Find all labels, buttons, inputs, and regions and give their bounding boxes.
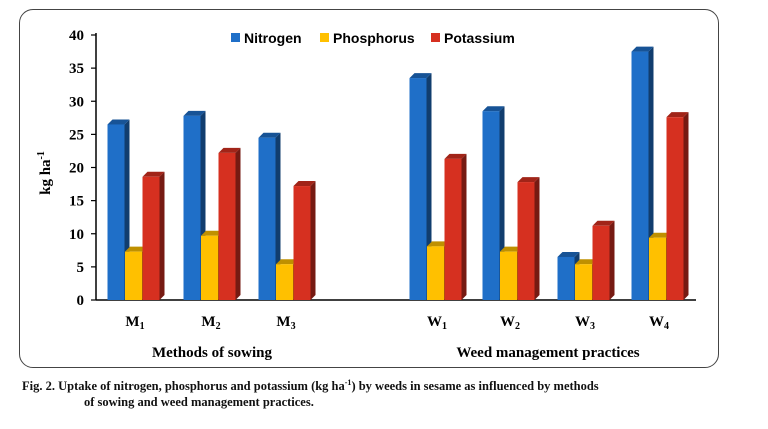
y-axis-label-text: kg ha: [38, 159, 54, 195]
bar-nitrogen: [482, 111, 500, 300]
x-tick-label: W1: [427, 314, 447, 332]
bar-nitrogen: [557, 256, 575, 300]
x-tick-label: M2: [201, 314, 220, 332]
bar-top-nitrogen: [557, 251, 580, 257]
y-tick-label: 15: [69, 194, 84, 210]
bar-top-potassium: [293, 181, 316, 187]
legend-label-potassium: Potassium: [444, 30, 515, 46]
x-tick-label-subscript: 2: [216, 321, 221, 332]
y-tick-label: 0: [77, 293, 85, 309]
bar-top-potassium: [218, 147, 241, 153]
x-tick-label-subscript: 4: [664, 321, 669, 332]
bar-top-phosphorus: [575, 259, 597, 265]
bar-side-potassium: [683, 112, 689, 301]
bar-nitrogen: [409, 78, 427, 300]
bar-potassium: [666, 117, 684, 301]
bar-side-nitrogen: [275, 132, 281, 300]
x-group-label: Weed management practices: [456, 345, 639, 361]
bar-top-phosphorus: [649, 232, 671, 238]
bar-side-potassium: [534, 177, 540, 300]
bar-side-potassium: [461, 153, 467, 300]
bar-potassium: [444, 158, 462, 300]
x-tick-label-base: W: [649, 314, 664, 330]
y-tick-label: 20: [69, 161, 84, 177]
bar-top-phosphorus: [427, 241, 449, 247]
x-group-label: Methods of sowing: [152, 345, 273, 361]
bar-top-nitrogen: [409, 73, 432, 79]
bar-top-nitrogen: [183, 110, 206, 116]
bar-phosphorus: [575, 264, 592, 300]
y-axis-label-superscript: -1: [36, 151, 47, 159]
bar-potassium: [293, 186, 311, 300]
bar-top-phosphorus: [125, 246, 147, 252]
bar-top-potassium: [517, 177, 540, 183]
bar-phosphorus: [649, 237, 666, 300]
y-tick-label: 5: [77, 260, 85, 276]
caption-unit-superscript: -1: [344, 378, 352, 387]
y-tick-label: 25: [69, 127, 84, 143]
figure-caption: Fig. 2. Uptake of nitrogen, phosphorus a…: [22, 375, 752, 410]
bar-top-potassium: [444, 153, 467, 159]
bar-side-potassium: [159, 171, 165, 300]
x-tick-label: M1: [125, 314, 144, 332]
x-tick-label: M3: [276, 314, 295, 332]
bar-side-potassium: [310, 181, 316, 300]
x-tick-label-subscript: 3: [291, 321, 296, 332]
bar-top-potassium: [666, 112, 689, 118]
bar-top-nitrogen: [482, 106, 505, 112]
bar-top-phosphorus: [201, 230, 223, 236]
bar-phosphorus: [427, 246, 444, 300]
y-tick-label: 35: [69, 61, 84, 77]
y-tick-label: 30: [69, 94, 84, 110]
bar-top-nitrogen: [107, 119, 130, 125]
bar-side-potassium: [235, 147, 241, 300]
bar-side-potassium: [609, 220, 615, 300]
legend-label-nitrogen: Nitrogen: [244, 30, 302, 46]
bar-top-phosphorus: [276, 259, 298, 265]
bar-top-nitrogen: [631, 46, 654, 52]
bar-phosphorus: [276, 264, 293, 300]
bar-phosphorus: [125, 251, 142, 300]
x-tick-label-subscript: 1: [442, 321, 447, 332]
bar-top-phosphorus: [500, 246, 522, 252]
legend-label-phosphorus: Phosphorus: [333, 30, 415, 46]
bar-top-nitrogen: [258, 132, 281, 138]
bar-potassium: [142, 176, 160, 300]
x-tick-label-base: W: [427, 314, 442, 330]
bar-nitrogen: [107, 124, 125, 300]
bar-nitrogen: [183, 115, 201, 300]
x-tick-label-subscript: 3: [590, 321, 595, 332]
bar-phosphorus: [201, 235, 218, 300]
y-axis-label: kg ha-1: [36, 151, 54, 195]
caption-line2: of sowing and weed management practices.: [84, 395, 314, 410]
bar-top-potassium: [592, 220, 615, 226]
x-tick-label-base: M: [125, 314, 139, 330]
x-tick-label: W2: [500, 314, 520, 332]
x-tick-label: W4: [649, 314, 669, 332]
legend-swatch-nitrogen: [231, 33, 240, 42]
bar-top-potassium: [142, 171, 165, 177]
y-tick-label: 40: [69, 28, 84, 44]
bar-potassium: [592, 225, 610, 300]
x-tick-label-base: M: [201, 314, 215, 330]
x-tick-label-base: W: [575, 314, 590, 330]
bar-nitrogen: [631, 51, 649, 300]
bar-nitrogen: [258, 137, 276, 300]
y-tick-label: 10: [69, 227, 84, 243]
bar-phosphorus: [500, 251, 517, 300]
x-tick-label-base: W: [500, 314, 515, 330]
bar-potassium: [218, 152, 236, 300]
x-tick-label-base: M: [276, 314, 290, 330]
legend-swatch-phosphorus: [320, 33, 329, 42]
bar-potassium: [517, 182, 535, 300]
x-tick-label-subscript: 1: [140, 321, 145, 332]
x-tick-label-subscript: 2: [515, 321, 520, 332]
chart-frame: [19, 9, 719, 368]
legend-swatch-potassium: [431, 33, 440, 42]
caption-line1-end: ) by weeds in sesame as influenced by me…: [351, 379, 599, 394]
x-tick-label: W3: [575, 314, 595, 332]
caption-line1-start: Fig. 2. Uptake of nitrogen, phosphorus a…: [22, 379, 345, 394]
